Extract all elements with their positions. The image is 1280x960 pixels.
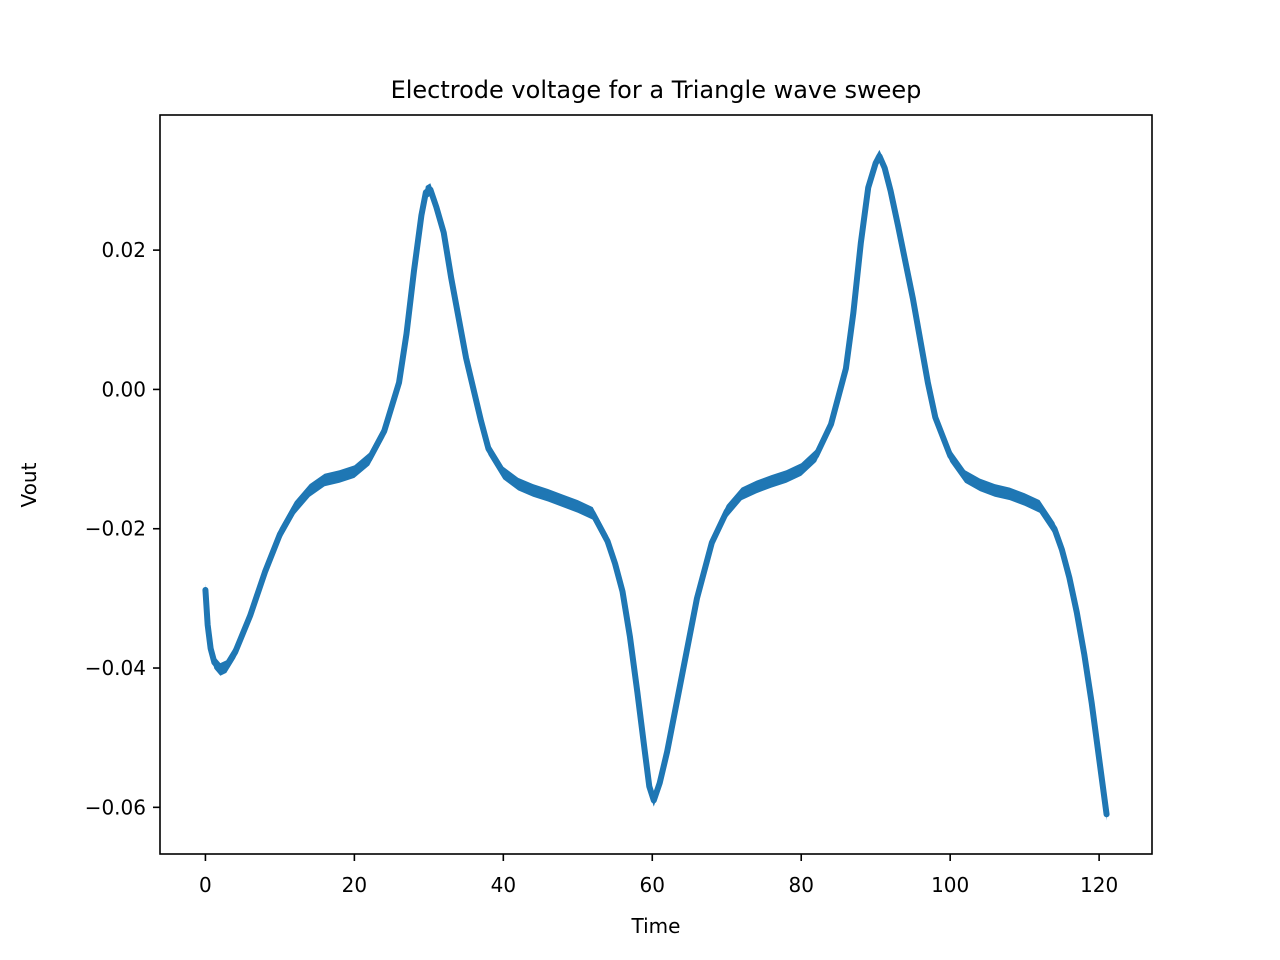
x-tick-label: 100	[931, 873, 969, 897]
x-tick-label: 120	[1080, 873, 1118, 897]
x-tick-label: 0	[199, 873, 212, 897]
x-axis: 0 20 40 60 80 100 120	[199, 854, 1118, 897]
y-tick-label: −0.04	[85, 656, 146, 680]
series-layer	[202, 149, 1110, 821]
series-0-line	[202, 153, 1110, 818]
chart-title: Electrode voltage for a Triangle wave sw…	[391, 76, 922, 104]
y-tick-label: 0.00	[101, 377, 146, 401]
x-tick-label: 40	[491, 873, 516, 897]
x-axis-label: Time	[631, 914, 681, 938]
y-tick-label: −0.02	[85, 517, 146, 541]
y-axis: 0.02 0.00 −0.02 −0.04 −0.06	[85, 238, 160, 819]
x-tick-label: 80	[788, 873, 813, 897]
x-tick-label: 60	[640, 873, 665, 897]
plot-frame	[159, 114, 1153, 855]
y-tick-label: 0.02	[101, 238, 146, 262]
x-tick-label: 20	[342, 873, 367, 897]
y-tick-label: −0.06	[85, 795, 146, 819]
y-axis-label: Vout	[17, 462, 41, 507]
